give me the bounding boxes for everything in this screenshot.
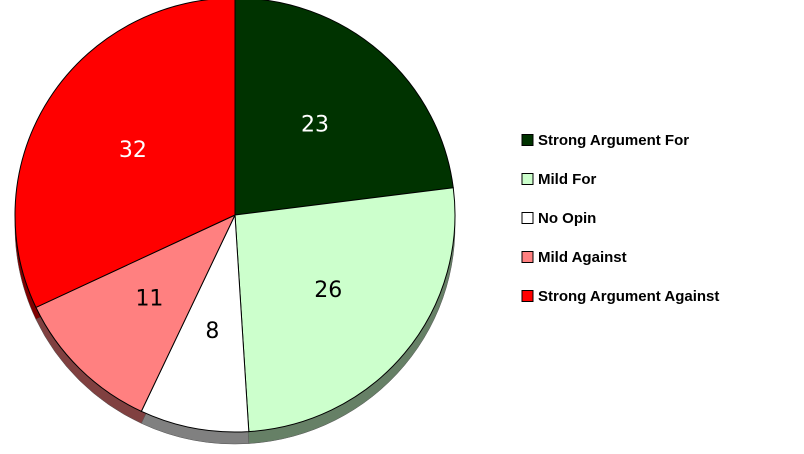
legend-swatch <box>521 290 534 302</box>
slice <box>234 0 454 216</box>
legend-swatch <box>521 251 534 263</box>
value-label: 11 <box>135 286 163 311</box>
legend-label: No Opin <box>538 210 596 227</box>
legend-swatch <box>521 134 534 146</box>
slice <box>14 0 236 309</box>
legend-swatch <box>521 173 534 185</box>
legend-label: Mild Against <box>538 249 627 266</box>
legend-label: Strong Argument Against <box>538 288 719 305</box>
legend-label: Mild For <box>538 171 596 188</box>
slice <box>35 213 237 413</box>
slice <box>234 187 456 433</box>
legend-swatch <box>521 212 534 224</box>
value-label: 32 <box>119 138 147 163</box>
slice <box>140 213 250 433</box>
value-label: 26 <box>314 278 342 303</box>
value-label: 23 <box>301 112 329 137</box>
value-label: 8 <box>205 319 219 344</box>
legend-label: Strong Argument For <box>538 132 689 149</box>
